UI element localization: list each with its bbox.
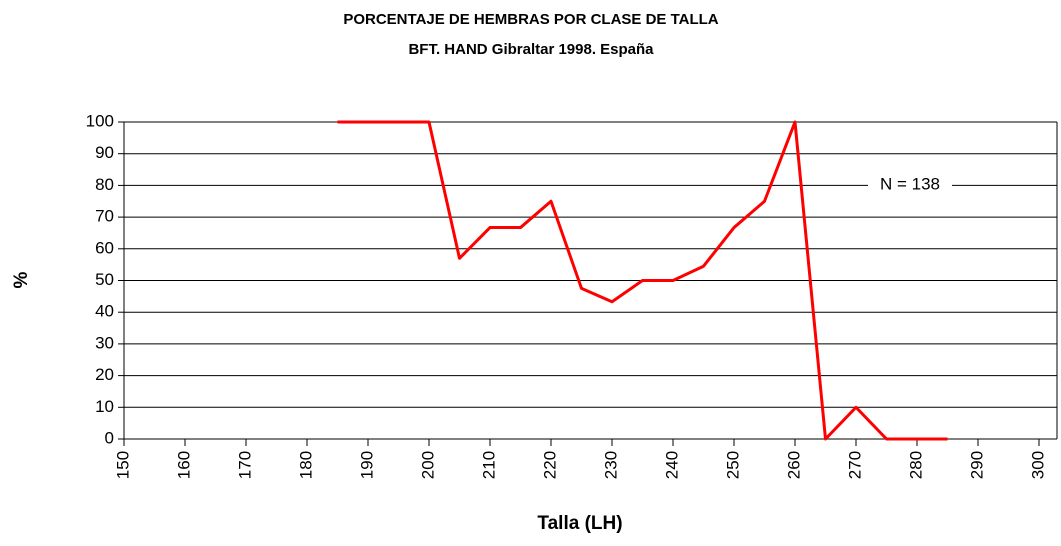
y-tick-label: 20	[95, 365, 114, 384]
x-tick-label: 290	[967, 451, 986, 479]
x-tick-label: 240	[662, 451, 681, 479]
x-axis-label: Talla (LH)	[537, 513, 622, 534]
x-tick-label: 160	[174, 451, 193, 479]
x-tick-label: 200	[418, 451, 437, 479]
y-tick-label: 30	[95, 333, 114, 352]
x-tick-label: 170	[235, 451, 254, 479]
x-tick-label: 150	[113, 451, 132, 479]
x-tick-label: 190	[357, 451, 376, 479]
y-tick-label: 40	[95, 302, 114, 321]
x-tick-label: 180	[296, 451, 315, 479]
y-tick-label: 100	[86, 111, 114, 130]
x-tick-label: 280	[906, 451, 925, 479]
x-tick-label: 250	[723, 451, 742, 479]
y-tick-label: 80	[95, 175, 114, 194]
chart-subtitle: BFT. HAND Gibraltar 1998. España	[408, 41, 654, 58]
x-tick-label: 220	[540, 451, 559, 479]
y-tick-label: 90	[95, 143, 114, 162]
x-tick-label: 260	[784, 451, 803, 479]
y-axis-label: %	[11, 271, 32, 288]
x-tick-label: 230	[601, 451, 620, 479]
annotation: N = 138	[880, 174, 940, 193]
y-tick-label: 50	[95, 270, 114, 289]
y-tick-label: 0	[105, 428, 114, 447]
x-tick-label: 270	[845, 451, 864, 479]
chart-title: PORCENTAJE DE HEMBRAS POR CLASE DE TALLA	[343, 11, 718, 28]
x-tick-label: 210	[479, 451, 498, 479]
data-line	[337, 120, 948, 441]
y-tick-label: 60	[95, 238, 114, 257]
annotation-bg	[867, 168, 953, 200]
y-tick-label: 70	[95, 207, 114, 226]
x-tick-label: 300	[1028, 451, 1047, 479]
y-tick-label: 10	[95, 397, 114, 416]
